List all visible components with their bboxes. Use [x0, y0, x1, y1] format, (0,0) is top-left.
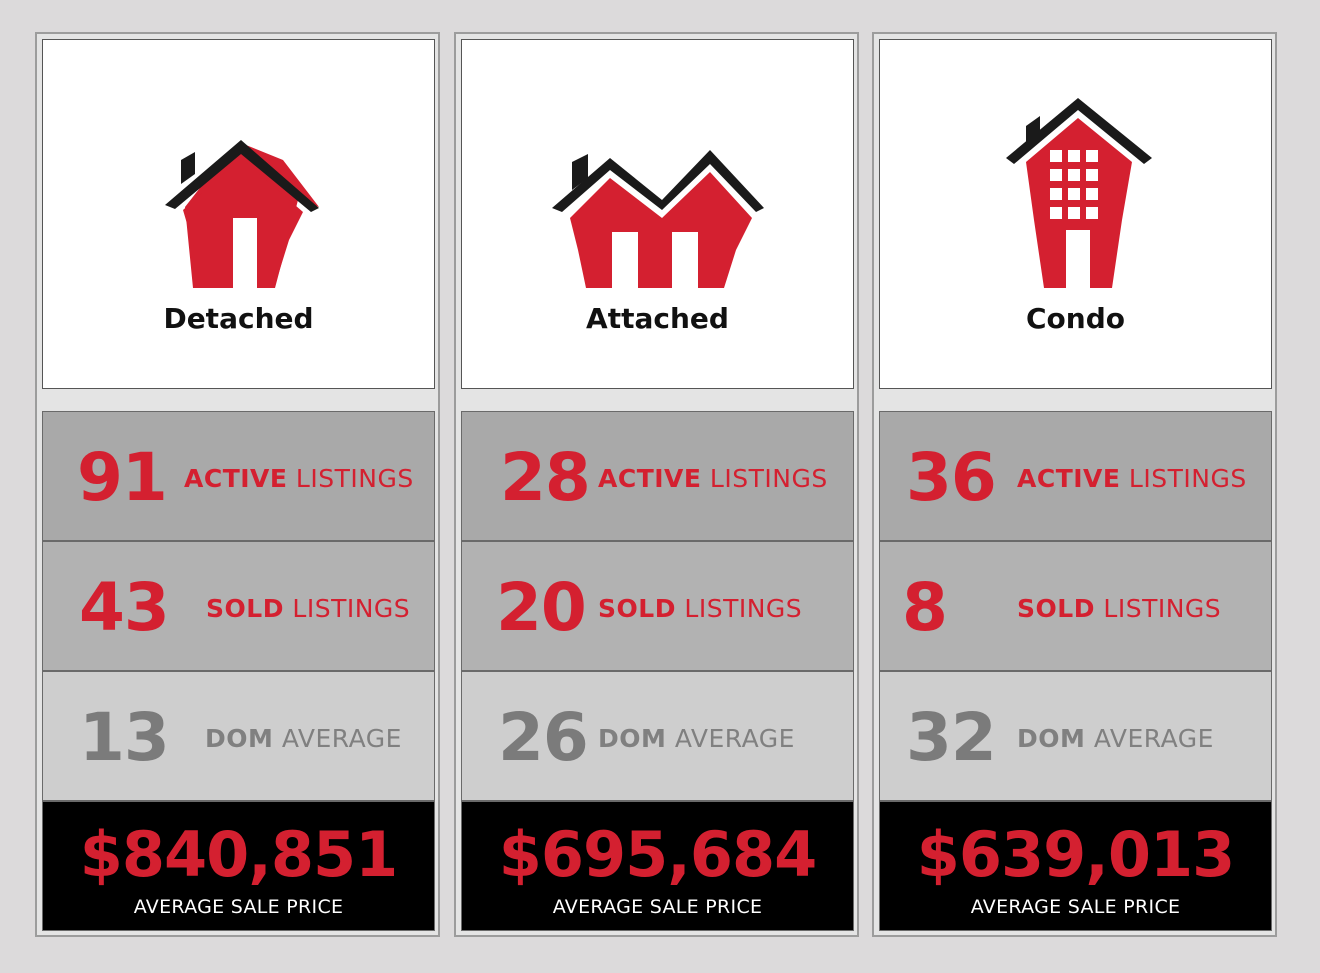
card-header: Condo	[879, 39, 1272, 389]
active-listings-count: 28	[500, 439, 591, 516]
attached-house-icon	[552, 150, 764, 290]
average-sale-price-caption: AVERAGE SALE PRICE	[552, 896, 763, 918]
average-sale-price-panel: $639,013 AVERAGE SALE PRICE	[879, 801, 1272, 931]
condo-building-icon	[1006, 98, 1152, 290]
sold-listings-row: 20 SOLD LISTINGS	[461, 541, 854, 671]
average-sale-price-panel: $840,851 AVERAGE SALE PRICE	[42, 801, 435, 931]
dom-average-row: 26 DOM AVERAGE	[461, 671, 854, 801]
active-listings-label: ACTIVE LISTINGS	[1017, 464, 1247, 493]
active-listings-count: 36	[906, 439, 997, 516]
average-sale-price-value: $695,684	[498, 818, 818, 891]
dom-average-label: DOM AVERAGE	[1017, 724, 1214, 753]
card-header: Detached	[42, 39, 435, 389]
dom-average-label: DOM AVERAGE	[205, 724, 402, 753]
sold-listings-count: 43	[79, 569, 170, 646]
average-sale-price-value: $639,013	[916, 818, 1236, 891]
average-sale-price-caption: AVERAGE SALE PRICE	[133, 896, 344, 918]
property-type-label: Attached	[586, 302, 729, 335]
property-type-label: Condo	[1026, 302, 1125, 335]
active-listings-label: ACTIVE LISTINGS	[184, 464, 414, 493]
average-sale-price-value: $840,851	[79, 818, 399, 891]
card-header: Attached	[461, 39, 854, 389]
active-listings-row: 91 ACTIVE LISTINGS	[42, 411, 435, 541]
card-detached: Detached 91 ACTIVE LISTINGS 43 SOLD LIST…	[35, 32, 440, 937]
sold-listings-label: SOLD LISTINGS	[206, 594, 411, 623]
dom-average-label: DOM AVERAGE	[598, 724, 795, 753]
sold-listings-label: SOLD LISTINGS	[598, 594, 803, 623]
sold-listings-row: 43 SOLD LISTINGS	[42, 541, 435, 671]
dom-average-value: 26	[498, 699, 589, 776]
active-listings-count: 91	[77, 439, 168, 516]
dom-average-row: 32 DOM AVERAGE	[879, 671, 1272, 801]
average-sale-price-caption: AVERAGE SALE PRICE	[970, 896, 1181, 918]
card-condo: Condo 36 ACTIVE LISTINGS 8 SOLD LISTINGS…	[872, 32, 1277, 937]
detached-house-icon	[165, 140, 319, 288]
average-sale-price-panel: $695,684 AVERAGE SALE PRICE	[461, 801, 854, 931]
sold-listings-row: 8 SOLD LISTINGS	[879, 541, 1272, 671]
dom-average-row: 13 DOM AVERAGE	[42, 671, 435, 801]
active-listings-label: ACTIVE LISTINGS	[598, 464, 828, 493]
active-listings-row: 36 ACTIVE LISTINGS	[879, 411, 1272, 541]
active-listings-row: 28 ACTIVE LISTINGS	[461, 411, 854, 541]
card-attached: Attached 28 ACTIVE LISTINGS 20 SOLD LIST…	[454, 32, 859, 937]
dom-average-value: 32	[906, 699, 997, 776]
sold-listings-label: SOLD LISTINGS	[1017, 594, 1222, 623]
sold-listings-count: 20	[496, 569, 587, 646]
property-type-label: Detached	[163, 302, 314, 335]
dom-average-value: 13	[79, 699, 170, 776]
sold-listings-count: 8	[902, 569, 948, 646]
